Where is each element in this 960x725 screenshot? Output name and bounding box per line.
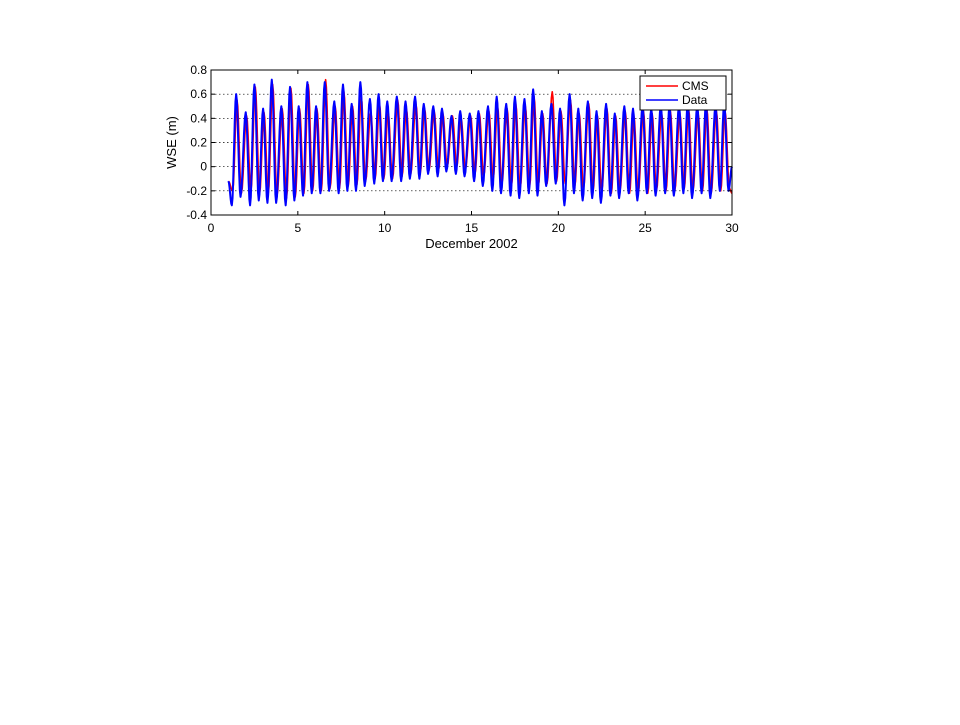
- x-tick-label: 15: [465, 221, 479, 235]
- series-layer: [227, 78, 733, 207]
- x-axis-label: December 2002: [425, 236, 518, 251]
- series-line-data: [227, 78, 733, 207]
- y-axis-label: WSE (m): [164, 116, 179, 169]
- legend-box: [639, 75, 727, 111]
- y-tick-label: 0.8: [190, 63, 207, 77]
- y-tick-label: 0.6: [190, 87, 207, 101]
- legend-label-cms: CMS: [682, 79, 709, 93]
- x-tick-label: 30: [725, 221, 739, 235]
- y-tick-label: 0: [200, 160, 207, 174]
- y-tick-label: 0.4: [190, 111, 207, 125]
- x-tick-label: 20: [552, 221, 566, 235]
- x-tick-label: 25: [638, 221, 652, 235]
- y-tick-label: -0.2: [186, 184, 207, 198]
- y-tick-label: 0.2: [190, 136, 207, 150]
- x-tick-label: 5: [294, 221, 301, 235]
- legend-label-data: Data: [682, 93, 708, 107]
- ticks-layer: 0 5 10 15 20 25 30 -0.4 -0.2 0 0.2 0.4 0.6 0.8: [186, 63, 739, 235]
- legend: CMS Data: [639, 75, 727, 111]
- x-tick-label: 0: [208, 221, 215, 235]
- y-tick-label: -0.4: [186, 208, 207, 222]
- x-tick-label: 10: [378, 221, 392, 235]
